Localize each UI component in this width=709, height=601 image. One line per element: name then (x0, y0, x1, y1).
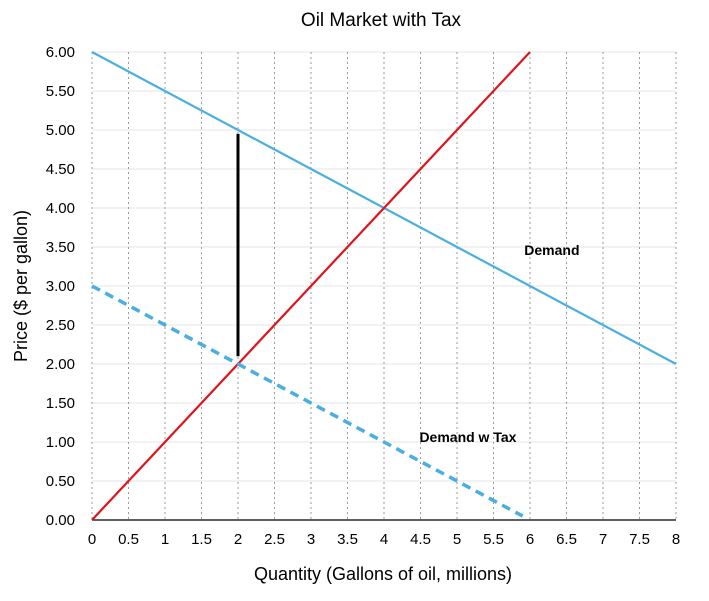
y-tick-label: 4.50 (46, 161, 75, 178)
x-tick-label: 3.5 (337, 531, 358, 548)
x-tick-label: 4 (380, 531, 388, 548)
y-tick-label: 1.00 (46, 434, 75, 451)
x-axis-title: Quantity (Gallons of oil, millions) (254, 564, 512, 584)
x-tick-labels: 0 0.5 1 1.5 2 2.5 3 3.5 4 4.5 5 5.5 6 6.5 7 7.5 8 (88, 531, 680, 548)
x-tick-label: 5 (453, 531, 461, 548)
x-tick-label: 3 (307, 531, 315, 548)
x-tick-label: 2.5 (264, 531, 285, 548)
x-tick-label: 5.5 (483, 531, 504, 548)
x-tick-label: 4.5 (410, 531, 431, 548)
y-axis-title: Price ($ per gallon) (11, 210, 31, 362)
y-tick-label: 3.50 (46, 239, 75, 256)
y-tick-label: 5.00 (46, 122, 75, 139)
y-tick-label: 1.50 (46, 395, 75, 412)
y-tick-label: 0.00 (46, 512, 75, 529)
x-tick-label: 6.5 (556, 531, 577, 548)
x-tick-label: 8 (672, 531, 680, 548)
demand-w-tax-annotation: Demand w Tax (419, 429, 516, 445)
x-tick-label: 7 (599, 531, 607, 548)
annotations: Demand Demand w Tax (419, 242, 579, 445)
y-tick-label: 2.00 (46, 356, 75, 373)
x-tick-label: 0 (88, 531, 96, 548)
demand-w-tax-line (91, 284, 524, 518)
y-tick-label: 4.00 (46, 200, 75, 217)
x-tick-label: 1 (161, 531, 169, 548)
x-tick-label: 6 (526, 531, 534, 548)
y-tick-label: 2.50 (46, 317, 75, 334)
y-tick-label: 0.50 (46, 473, 75, 490)
axes (91, 52, 676, 521)
x-tick-label: 0.5 (118, 531, 139, 548)
x-tick-label: 7.5 (629, 531, 650, 548)
y-tick-label: 6.00 (46, 44, 75, 61)
x-tick-label: 1.5 (191, 531, 212, 548)
series-lines (91, 51, 677, 521)
y-tick-label: 3.00 (46, 278, 75, 295)
chart-title: Oil Market with Tax (301, 10, 462, 31)
y-tick-labels: 0.00 0.50 1.00 1.50 2.00 2.50 3.00 3.50 4.00 4.50… (46, 44, 75, 529)
demand-annotation: Demand (524, 242, 579, 258)
y-tick-label: 5.50 (46, 83, 75, 100)
x-tick-label: 2 (234, 531, 242, 548)
supply-line (91, 51, 531, 521)
